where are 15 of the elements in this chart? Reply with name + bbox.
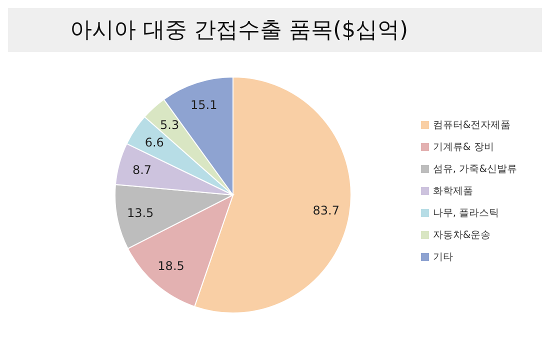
legend-label: 나무, 플라스틱 xyxy=(432,208,500,218)
legend-label: 자동차&운송 xyxy=(432,230,491,240)
legend-label: 섬유, 가죽&신발류 xyxy=(432,164,517,174)
data-label: 13.5 xyxy=(126,206,154,220)
data-label: 8.7 xyxy=(132,162,152,177)
data-label: 15.1 xyxy=(190,98,218,112)
legend-label: 화학제품 xyxy=(432,186,473,196)
data-label: 6.6 xyxy=(144,136,164,150)
legend-label: 기계류& 장비 xyxy=(432,142,494,152)
data-label: 83.7 xyxy=(312,204,340,218)
legend-label: 기타 xyxy=(432,252,453,262)
data-label: 18.5 xyxy=(158,259,184,274)
chart-title: 아시아 대중 간접수출 품목($십억) xyxy=(8,8,542,52)
data-label: 5.3 xyxy=(160,118,180,132)
legend-label: 컴퓨터&전자제품 xyxy=(432,120,511,130)
